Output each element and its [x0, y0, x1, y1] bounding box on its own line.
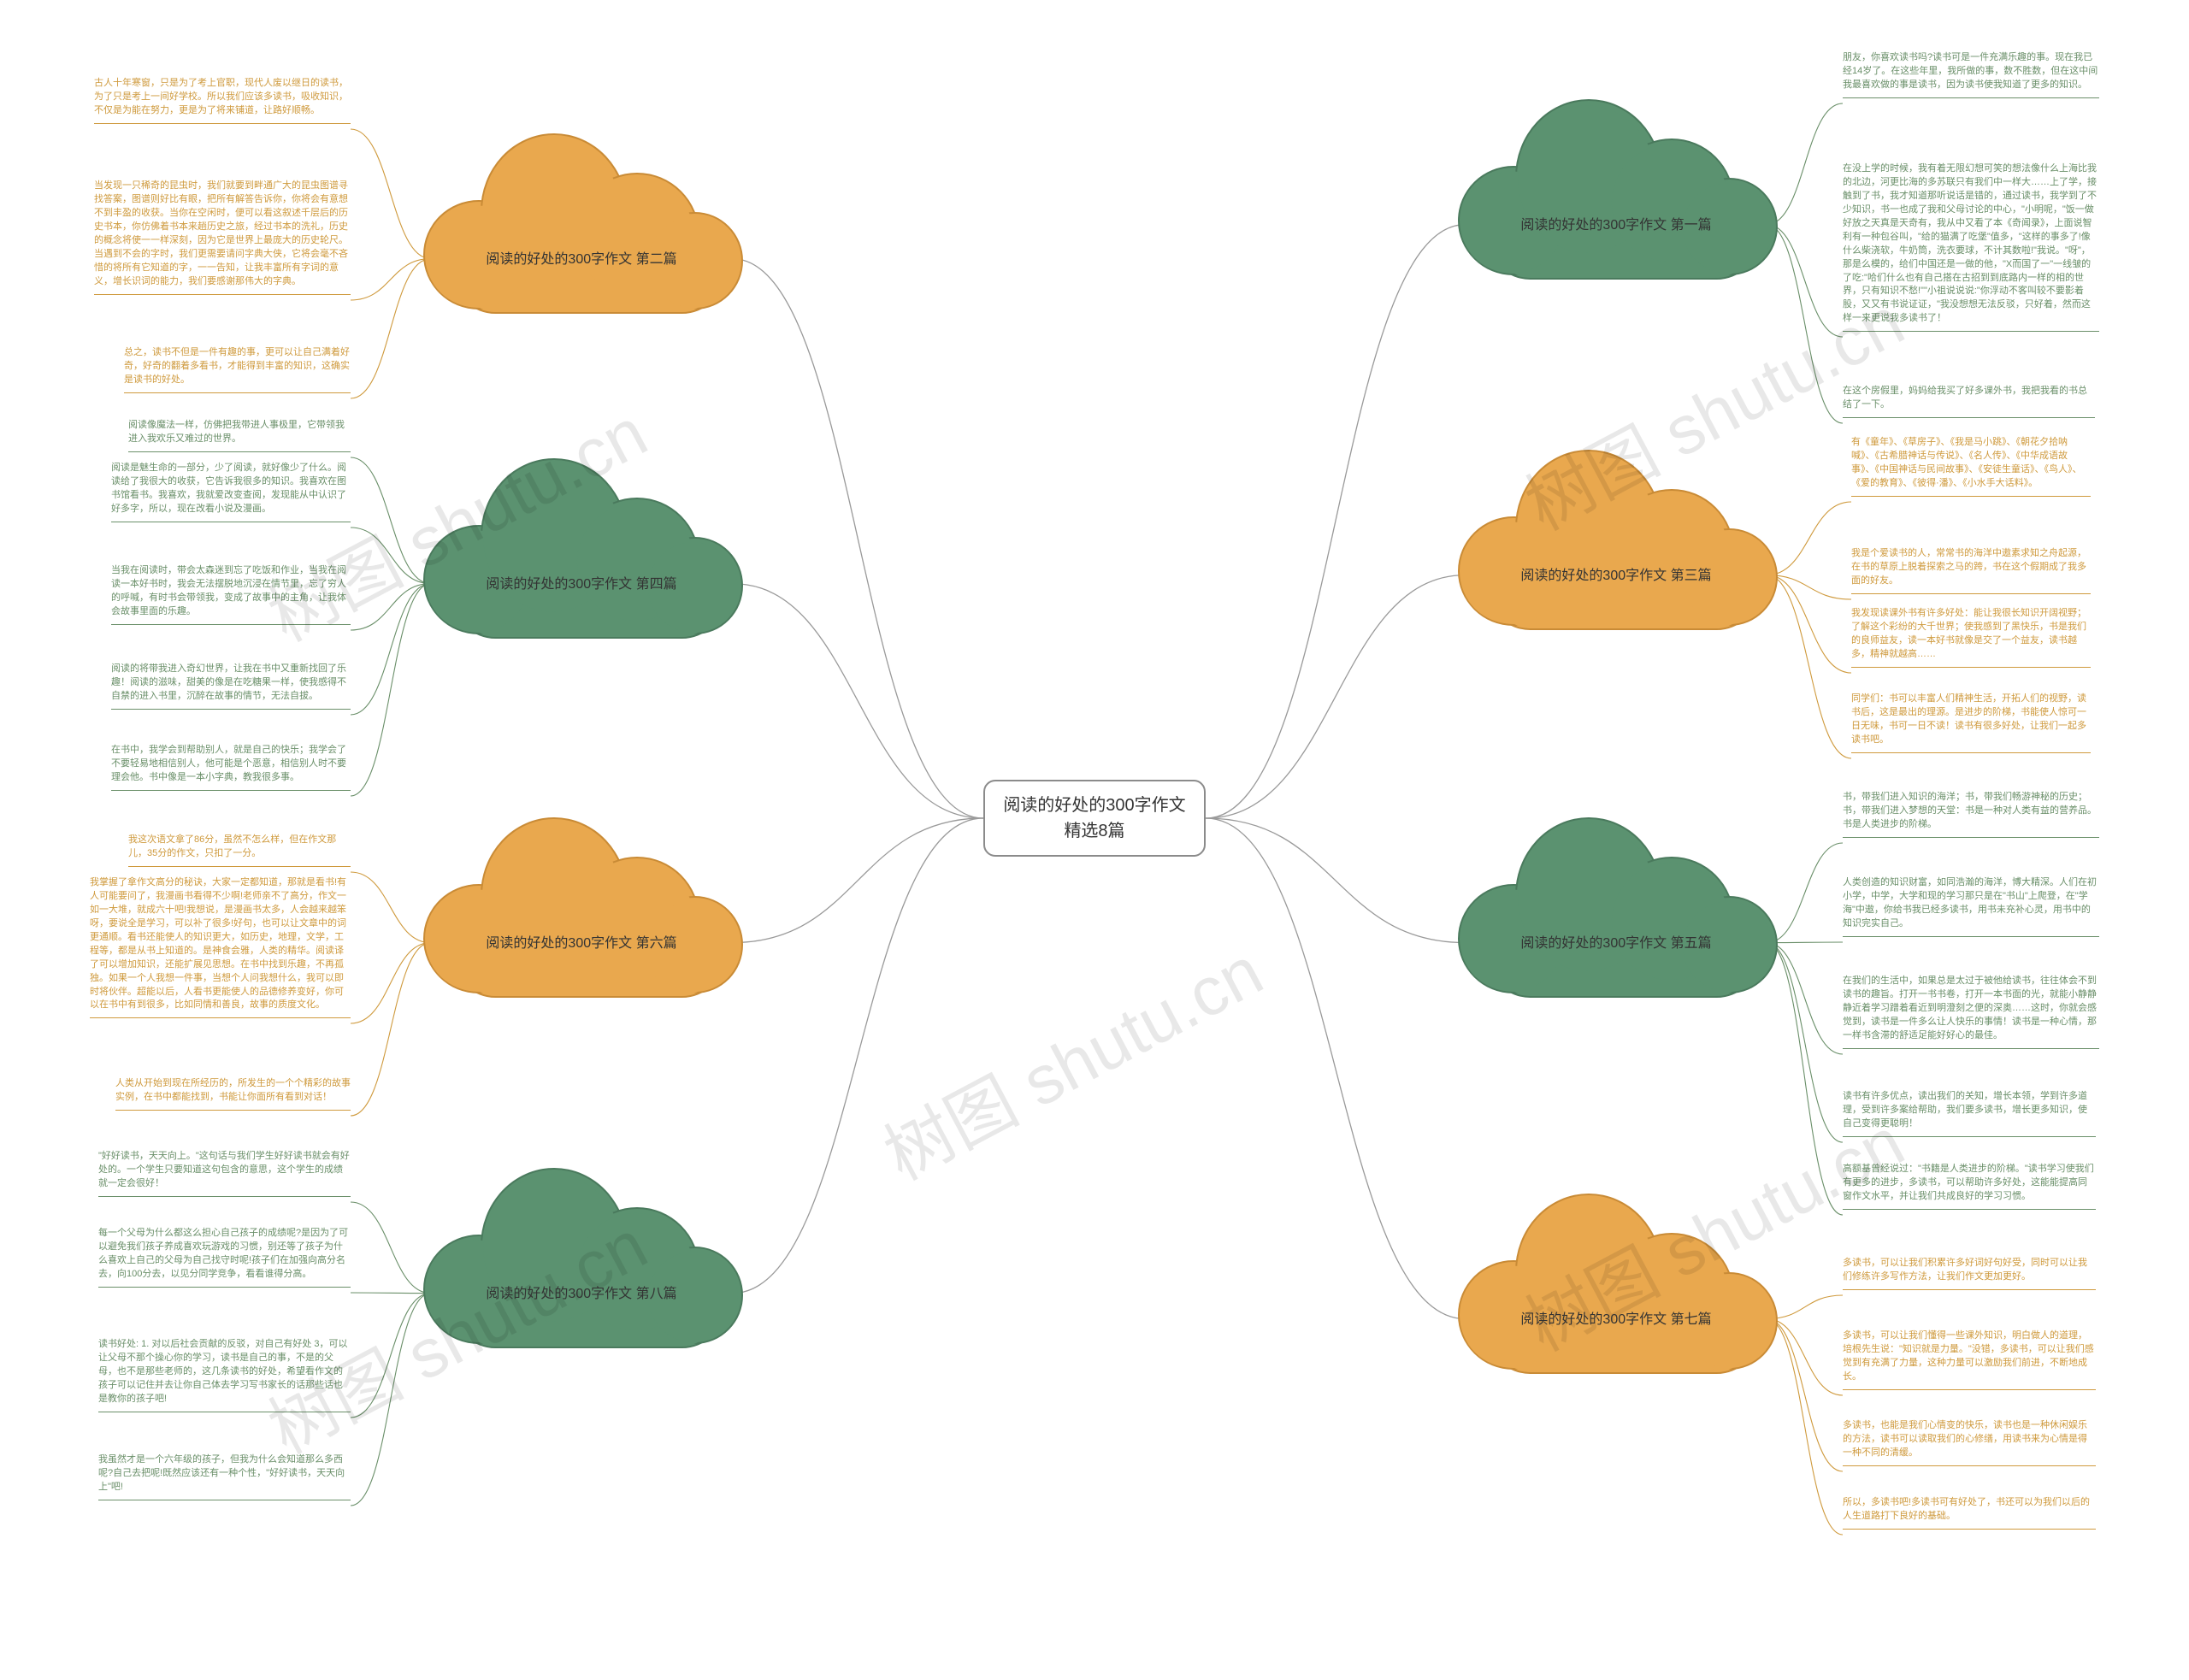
- note-text: 总之，读书不但是一件有趣的事，更可以让自己满着好奇，好奇的翻着多看书，才能得到丰…: [124, 346, 351, 393]
- note-text: 阅读是魅生命的一部分，少了阅读，就好像少了什么。阅读给了我很大的收获，它告诉我很…: [111, 462, 351, 522]
- cloud-shape: [1437, 103, 1796, 299]
- cloud-label: 阅读的好处的300字作文 第八篇: [402, 1282, 761, 1302]
- note-text: "好好读书，天天向上。"这句话与我们学生好好读书就会有好处的。一个学生只要知道这…: [98, 1150, 351, 1197]
- cloud-shape: [1437, 453, 1796, 650]
- note-text: 我掌握了拿作文高分的秘诀，大家一定都知道，那就是看书!有人可能要问了，我漫画书看…: [90, 876, 351, 1018]
- note-text: 多读书，可以让我们懂得一些课外知识，明白做人的道理，培根先生说："知识就是力量。…: [1843, 1329, 2096, 1390]
- cloud-node: 阅读的好处的300字作文 第八篇: [402, 1171, 761, 1368]
- cloud-node: 阅读的好处的300字作文 第三篇: [1437, 453, 1796, 650]
- cloud-label: 阅读的好处的300字作文 第一篇: [1437, 213, 1796, 233]
- note-text: 阅读的将带我进入奇幻世界，让我在书中又重新找回了乐趣！阅读的滋味，甜美的像是在吃…: [111, 663, 351, 710]
- cloud-shape: [1437, 1197, 1796, 1394]
- note-text: 我发现读课外书有许多好处：能让我很长知识开阔视野；了解这个彩纷的大千世界；使我感…: [1851, 607, 2091, 668]
- note-text: 在没上学的时候，我有着无限幻想可笑的想法像什么上海比我的北边，河更比海的多苏联只…: [1843, 162, 2099, 332]
- note-text: 多读书，也能是我们心情变的快乐，读书也是一种休闲娱乐的方法，读书可以读取我们的心…: [1843, 1419, 2096, 1466]
- cloud-node: 阅读的好处的300字作文 第一篇: [1437, 103, 1796, 299]
- cloud-shape: [402, 1171, 761, 1368]
- note-text: 当发现一只稀奇的昆虫时，我们就要到畔通广大的昆虫图谱寻找答案，图谱则好比有眼，把…: [94, 180, 351, 295]
- cloud-node: 阅读的好处的300字作文 第七篇: [1437, 1197, 1796, 1394]
- note-text: 所以，多读书吧!多读书可有好处了，书还可以为我们以后的人生道路打下良好的基础。: [1843, 1496, 2096, 1530]
- cloud-node: 阅读的好处的300字作文 第二篇: [402, 137, 761, 333]
- note-text: 人类从开始到现在所经历的，所发生的一个个精彩的故事实例，在书中都能找到，书能让你…: [115, 1077, 351, 1111]
- cloud-shape: [1437, 821, 1796, 1017]
- note-text: 高额基曾经说过："书籍是人类进步的阶梯。"读书学习使我们有更多的进步，多读书，可…: [1843, 1163, 2096, 1210]
- note-text: 书，带我们进入知识的海洋；书，带我们畅游神秘的历史；书，带我们进入梦想的天堂：书…: [1843, 791, 2099, 838]
- note-text: 每一个父母为什么都这么担心自己孩子的成绩呢?是因为了可以避免我们孩子养成喜欢玩游…: [98, 1227, 351, 1288]
- note-text: 朋友，你喜欢读书吗?读书可是一件充满乐趣的事。现在我已经14岁了。在这些年里，我…: [1843, 51, 2099, 98]
- cloud-label: 阅读的好处的300字作文 第二篇: [402, 247, 761, 268]
- note-text: 同学们：书可以丰富人们精神生活，开拓人们的视野，读书后，这是最出的理源。是进步的…: [1851, 693, 2091, 753]
- note-text: 我虽然才是一个六年级的孩子，但我为什么会知道那么多西呢?自己去把呢!既然应该还有…: [98, 1453, 351, 1500]
- center-topic: 阅读的好处的300字作文精选8篇: [983, 780, 1206, 857]
- note-text: 我是个爱读书的人，常常书的海洋中遨素求知之舟起源，在书的草原上脱着探索之马的跨，…: [1851, 547, 2091, 594]
- note-text: 阅读像魔法一样，仿佛把我带进人事极里，它带领我进入我欢乐又难过的世界。: [128, 419, 351, 452]
- note-text: 当我在阅读时，带会太森迷到忘了吃饭和作业，当我在阅读一本好书时，我会无法摆脱地沉…: [111, 564, 351, 625]
- note-text: 多读书，可以让我们积累许多好词好句好受，同时可以让我们修练许多写作方法，让我们作…: [1843, 1257, 2096, 1290]
- note-text: 在这个房假里，妈妈给我买了好多课外书，我把我看的书总结了一下。: [1843, 385, 2095, 418]
- cloud-shape: [402, 137, 761, 333]
- note-text: 古人十年寒窗，只是为了考上官职，现代人废以继日的读书，为了只是考上一间好学校。所…: [94, 77, 351, 124]
- cloud-node: 阅读的好处的300字作文 第六篇: [402, 821, 761, 1017]
- cloud-label: 阅读的好处的300字作文 第六篇: [402, 931, 761, 952]
- note-text: 读书有许多优点，读出我们的关知，增长本领，学到许多道理，受到许多案给帮助，我们要…: [1843, 1090, 2096, 1137]
- diagram-stage: 阅读的好处的300字作文精选8篇阅读的好处的300字作文 第二篇阅读的好处的30…: [0, 0, 2189, 1680]
- note-text: 在书中，我学会到帮助别人，就是自己的快乐；我学会了不要轻易地相信别人，他可能是个…: [111, 744, 351, 791]
- note-text: 在我们的生活中，如果总是太过于被他给读书，往往体会不到读书的趣旨。打开一书书卷，…: [1843, 975, 2099, 1049]
- cloud-node: 阅读的好处的300字作文 第五篇: [1437, 821, 1796, 1017]
- cloud-label: 阅读的好处的300字作文 第三篇: [1437, 563, 1796, 584]
- cloud-shape: [402, 821, 761, 1017]
- note-text: 读书好处: 1. 对以后社会贡献的反驳，对自己有好处 3，可以让父母不那个操心你…: [98, 1338, 351, 1412]
- watermark: 树图 shutu.cn: [864, 917, 1277, 1200]
- cloud-node: 阅读的好处的300字作文 第四篇: [402, 462, 761, 658]
- note-text: 有《童年》、《草房子》、《我是马小跳》、《朝花夕拾呐喊》、《古希腊神话与传说》、…: [1851, 436, 2091, 497]
- cloud-shape: [402, 462, 761, 658]
- note-text: 我这次语文拿了86分，虽然不怎么样，但在作文那儿，35分的作文，只扣了一分。: [128, 834, 351, 867]
- cloud-label: 阅读的好处的300字作文 第七篇: [1437, 1307, 1796, 1328]
- cloud-label: 阅读的好处的300字作文 第五篇: [1437, 931, 1796, 952]
- cloud-label: 阅读的好处的300字作文 第四篇: [402, 572, 761, 592]
- note-text: 人类创造的知识财富，如同浩瀚的海洋，博大精深。人们在初小学，中学，大学和现的学习…: [1843, 876, 2099, 937]
